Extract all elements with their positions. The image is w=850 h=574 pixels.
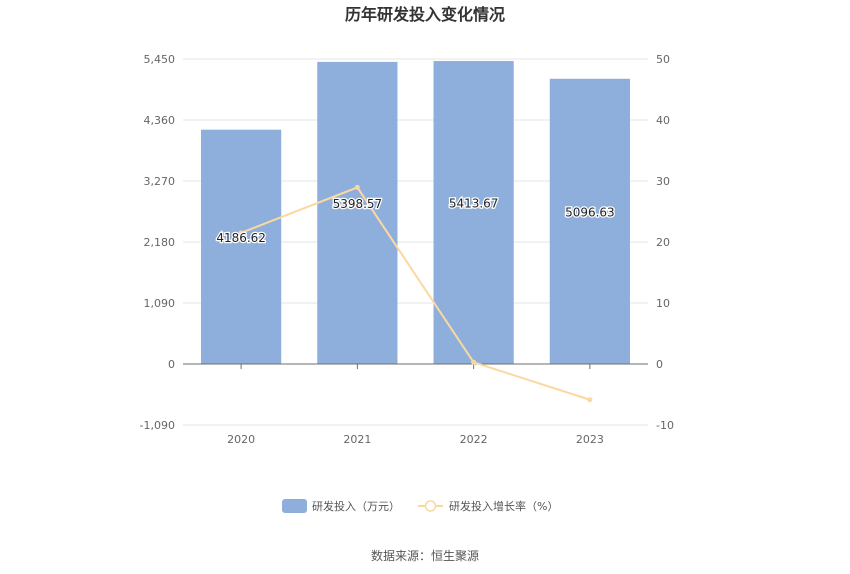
left-axis-ticks: -1,090 0 1,090 2,180 3,270 4,360 5,450	[140, 53, 175, 432]
right-axis-ticks: -10 0 10 20 30 40 50	[656, 53, 674, 432]
x-tick-label: 2020	[227, 433, 255, 446]
legend-bar-label: 研发投入（万元）	[312, 499, 400, 513]
right-tick-label: -10	[656, 419, 674, 432]
chart-title: 历年研发投入变化情况	[345, 5, 505, 24]
left-tick-label: 5,450	[144, 53, 176, 66]
bar-2023[interactable]	[549, 78, 630, 364]
legend-line-label: 研发投入增长率（%）	[449, 499, 558, 513]
left-tick-label: -1,090	[140, 419, 175, 432]
bar-value-label: 4186.62	[216, 231, 266, 245]
x-tick-label: 2022	[460, 433, 488, 446]
left-tick-label: 0	[168, 358, 175, 371]
growth-rate-point-2023[interactable]	[587, 397, 593, 403]
growth-rate-point-2021[interactable]	[354, 184, 360, 190]
bar-2021[interactable]	[317, 61, 398, 364]
left-tick-label: 2,180	[144, 236, 176, 249]
line-series	[238, 184, 593, 403]
left-tick-label: 1,090	[144, 297, 176, 310]
right-tick-label: 50	[656, 53, 670, 66]
right-tick-label: 0	[656, 358, 663, 371]
bar-series	[201, 61, 630, 365]
left-tick-label: 4,360	[144, 114, 176, 127]
bar-data-labels: 4186.62 5398.57 5413.67 5096.63	[215, 195, 616, 246]
growth-rate-point-2022[interactable]	[471, 359, 477, 365]
right-tick-label: 20	[656, 236, 670, 249]
bar-2022[interactable]	[433, 61, 514, 365]
growth-rate-point-2020[interactable]	[238, 230, 244, 236]
bar-value-label: 5398.57	[333, 197, 383, 211]
right-tick-label: 40	[656, 114, 670, 127]
bar-value-label: 5413.67	[449, 197, 499, 211]
legend-bar-swatch	[282, 499, 307, 513]
x-tick-label: 2023	[576, 433, 604, 446]
x-tick-label: 2021	[343, 433, 371, 446]
source-note: 数据来源：恒生聚源	[371, 548, 479, 563]
right-tick-label: 30	[656, 175, 670, 188]
growth-rate-line	[240, 186, 591, 401]
bar-value-label: 5096.63	[565, 205, 615, 219]
legend-line-marker	[424, 500, 437, 512]
bar-2020[interactable]	[201, 129, 282, 364]
legend[interactable]: 研发投入（万元） 研发投入增长率（%）	[282, 499, 558, 513]
right-tick-label: 10	[656, 297, 670, 310]
left-tick-label: 3,270	[144, 175, 176, 188]
x-axis-ticks: 2020 2021 2022 2023	[227, 364, 604, 446]
